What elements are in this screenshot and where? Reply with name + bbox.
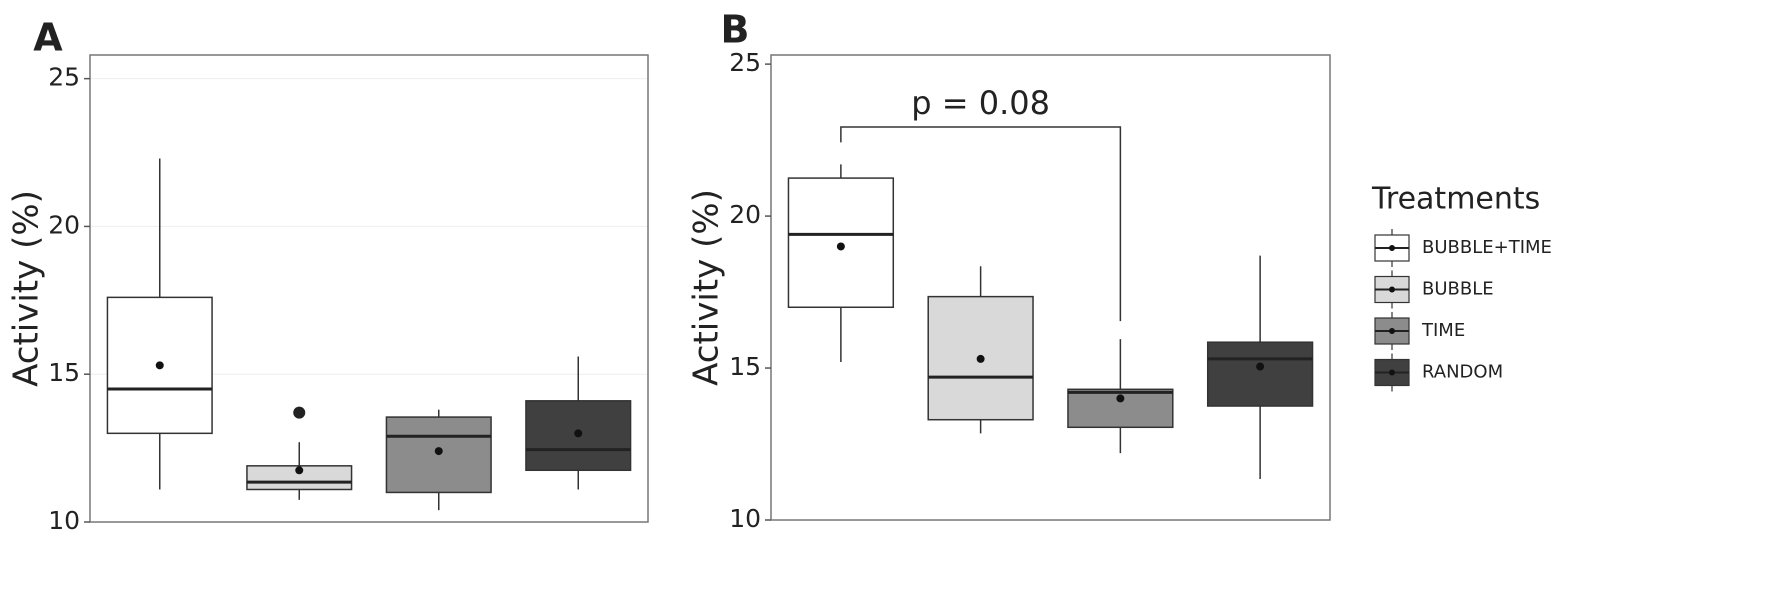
panel-label: B bbox=[721, 8, 750, 52]
y-tick-label: 15 bbox=[729, 352, 761, 381]
legend-dot bbox=[1389, 328, 1395, 334]
y-tick-label: 20 bbox=[729, 200, 761, 229]
y-tick-label: 10 bbox=[48, 506, 80, 535]
y-tick-label: 20 bbox=[48, 210, 80, 239]
legend-label: RANDOM bbox=[1422, 362, 1503, 383]
legend-dot bbox=[1389, 369, 1395, 376]
legend-label: BUBBLE bbox=[1422, 279, 1494, 300]
mean-dot bbox=[976, 354, 985, 363]
legend-label: TIME bbox=[1421, 320, 1465, 341]
y-tick-label: 15 bbox=[48, 358, 80, 387]
annotation: p = 0.08 bbox=[911, 84, 1050, 122]
y-tick-label: 25 bbox=[48, 63, 80, 92]
y-axis-label: Activity (%) bbox=[7, 190, 47, 387]
mean-dot bbox=[574, 429, 583, 438]
y-tick-label: 10 bbox=[729, 504, 761, 533]
plot-frame bbox=[89, 54, 649, 523]
legend-label: BUBBLE+TIME bbox=[1422, 237, 1552, 258]
mean-dot bbox=[155, 361, 164, 370]
mean-dot bbox=[1116, 394, 1125, 403]
legend-dot bbox=[1389, 245, 1395, 251]
mean-dot bbox=[1256, 362, 1265, 371]
plot-frame bbox=[770, 54, 1331, 521]
outlier bbox=[293, 406, 306, 419]
mean-dot bbox=[434, 447, 443, 456]
y-axis-label: Activity (%) bbox=[687, 189, 727, 386]
significance-bracket bbox=[840, 126, 1122, 322]
box bbox=[1206, 341, 1314, 407]
y-tick-label: 25 bbox=[729, 48, 761, 77]
legend-dot bbox=[1389, 286, 1395, 293]
mean-dot bbox=[295, 466, 304, 475]
legend-title: Treatments bbox=[1371, 182, 1540, 217]
mean-dot bbox=[836, 242, 845, 251]
panel-label: A bbox=[33, 16, 63, 60]
